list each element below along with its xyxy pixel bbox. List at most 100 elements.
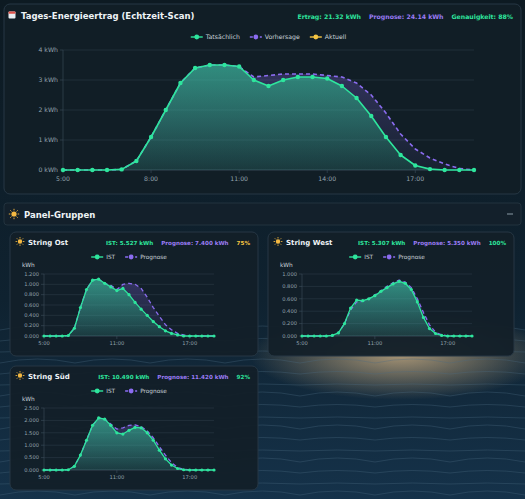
area-fill — [302, 281, 472, 336]
x-tick-label: 5:00 — [296, 340, 308, 346]
sun-ray — [274, 241, 275, 242]
dune-wave — [0, 359, 525, 363]
calendar-icon — [9, 12, 16, 19]
y-tick-label: 0.800 — [24, 291, 39, 297]
legend-dot — [194, 35, 199, 40]
panel-frame — [10, 232, 258, 356]
data-point — [48, 334, 51, 337]
chart-panel: String West100%Prognose: 5.350 kWhIST: 5… — [268, 232, 514, 356]
y-tick-label: 0.000 — [282, 333, 297, 339]
dune-wave — [0, 491, 525, 495]
x-tick-label: 5:00 — [56, 175, 70, 182]
data-point — [458, 334, 461, 337]
legend-label: IST — [106, 254, 115, 260]
legend-item: Prognose — [125, 388, 167, 395]
sun-icon — [274, 237, 283, 246]
y-axis: 0.0000.2000.4000.6000.8001.0001.200 — [24, 271, 214, 339]
summary-stat: IST: 10.490 kWh — [98, 374, 149, 380]
data-point — [164, 329, 167, 332]
data-point — [300, 334, 303, 337]
data-point — [367, 297, 370, 300]
y-tick — [60, 80, 63, 81]
data-point — [182, 334, 185, 337]
legend-item: IST — [91, 388, 115, 394]
sun-ray — [278, 245, 279, 246]
data-point — [121, 432, 124, 435]
sun-ray — [274, 238, 276, 240]
data-point — [170, 463, 173, 466]
sun-core — [276, 239, 280, 243]
data-point — [457, 168, 461, 172]
legend-item: Aktuell — [310, 33, 347, 40]
y-tick-label: 0.400 — [282, 308, 297, 314]
data-point — [237, 64, 241, 68]
plot-data — [61, 63, 476, 172]
data-point — [103, 282, 106, 285]
legend-dot — [95, 389, 100, 394]
x-tick-label: 5:00 — [38, 474, 50, 480]
x-tick-label: 17:00 — [182, 474, 197, 480]
grid-line — [44, 420, 214, 421]
data-point — [97, 416, 100, 419]
data-point — [134, 159, 138, 163]
dashboard: Panel-GruppenTages-Energieertrag (Echtze… — [0, 0, 525, 499]
data-point — [121, 287, 124, 290]
plot-data — [42, 278, 215, 338]
y-tick — [41, 274, 44, 275]
chart-title: String Süd — [28, 373, 70, 381]
data-point — [152, 439, 155, 442]
legend-dot — [353, 255, 358, 260]
data-point — [319, 334, 322, 337]
sun-ray — [274, 243, 276, 245]
data-point — [140, 426, 143, 429]
data-point — [188, 334, 191, 337]
grid-line — [63, 50, 474, 51]
data-point — [90, 168, 94, 172]
data-point — [464, 334, 467, 337]
data-point — [79, 306, 82, 309]
sun-ray — [22, 372, 24, 374]
data-point — [105, 168, 109, 172]
data-point — [442, 168, 446, 172]
sun-ray — [22, 238, 24, 240]
data-point — [200, 468, 203, 471]
data-point — [146, 431, 149, 434]
data-point — [91, 279, 94, 282]
x-axis: 5:008:0011:0014:0017:00 — [56, 170, 424, 182]
data-point — [252, 78, 256, 82]
data-point — [67, 334, 70, 337]
y-axis: 0.0000.5001.0001.5002.0002.500 — [24, 405, 214, 473]
data-point — [337, 331, 340, 334]
y-tick — [41, 294, 44, 295]
legend-item: IST — [349, 254, 373, 260]
data-point — [55, 334, 58, 337]
y-tick — [41, 315, 44, 316]
legend-dot — [95, 255, 100, 260]
data-point — [146, 314, 149, 317]
data-point — [354, 96, 358, 100]
data-point — [127, 429, 130, 432]
sun-ray — [16, 375, 17, 376]
data-point — [369, 114, 373, 118]
data-point — [452, 334, 455, 337]
y-tick-label: 1.000 — [24, 281, 39, 287]
y-tick-label: 0.200 — [282, 320, 297, 326]
y-tick — [299, 323, 302, 324]
data-point — [73, 327, 76, 330]
data-point — [85, 439, 88, 442]
y-axis: 0 kWh1 kWh2 kWh3 kWh4 kWh — [38, 46, 474, 173]
data-point — [434, 332, 437, 335]
data-point — [91, 424, 94, 427]
legend-label: Prognose — [140, 388, 167, 395]
x-tick — [116, 470, 117, 473]
data-point — [410, 288, 413, 291]
data-point — [109, 424, 112, 427]
data-point — [404, 282, 407, 285]
summary-stat: Prognose: 24.14 kWh — [369, 13, 444, 21]
y-tick — [299, 311, 302, 312]
area-fill — [44, 418, 214, 470]
data-point — [281, 78, 285, 82]
data-point — [313, 334, 316, 337]
y-axis-line — [44, 274, 45, 336]
data-point — [361, 299, 364, 302]
